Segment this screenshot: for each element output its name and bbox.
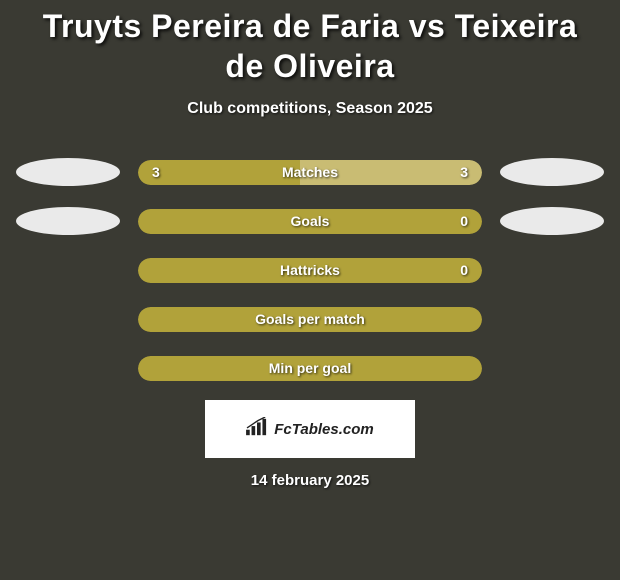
page-title: Truyts Pereira de Faria vs Teixeira de O… xyxy=(0,0,620,86)
chart-icon xyxy=(246,417,268,442)
stat-label: Goals xyxy=(182,213,438,229)
branding-box: FcTables.com xyxy=(205,400,415,458)
stat-bar: Min per goal xyxy=(138,356,482,381)
player-right-ellipse xyxy=(500,207,604,235)
stat-right-value: 0 xyxy=(438,262,468,278)
bar-overlay: Goals0 xyxy=(138,209,482,234)
stat-row: Goals0 xyxy=(0,207,620,235)
bar-overlay: Hattricks0 xyxy=(138,258,482,283)
branding-text: FcTables.com xyxy=(274,421,373,438)
stat-label: Goals per match xyxy=(182,311,438,327)
stat-label: Min per goal xyxy=(182,360,438,376)
player-right-ellipse xyxy=(500,158,604,186)
stat-right-value: 0 xyxy=(438,213,468,229)
stat-right-value: 3 xyxy=(438,164,468,180)
stat-left-value: 3 xyxy=(152,164,182,180)
bar-overlay: Goals per match xyxy=(138,307,482,332)
stat-label: Matches xyxy=(182,164,438,180)
date-text: 14 february 2025 xyxy=(0,472,620,489)
bar-overlay: Min per goal xyxy=(138,356,482,381)
stat-row: Goals per match xyxy=(0,305,620,333)
player-left-ellipse xyxy=(16,158,120,186)
stat-bar: 3Matches3 xyxy=(138,160,482,185)
subtitle: Club competitions, Season 2025 xyxy=(0,100,620,118)
stat-bar: Goals0 xyxy=(138,209,482,234)
bar-overlay: 3Matches3 xyxy=(138,160,482,185)
stat-label: Hattricks xyxy=(182,262,438,278)
stat-row: Hattricks0 xyxy=(0,256,620,284)
stat-bar: Goals per match xyxy=(138,307,482,332)
stat-row: Min per goal xyxy=(0,354,620,382)
stat-bar: Hattricks0 xyxy=(138,258,482,283)
stat-row: 3Matches3 xyxy=(0,158,620,186)
player-left-ellipse xyxy=(16,207,120,235)
stats-container: 3Matches3Goals0Hattricks0Goals per match… xyxy=(0,158,620,382)
